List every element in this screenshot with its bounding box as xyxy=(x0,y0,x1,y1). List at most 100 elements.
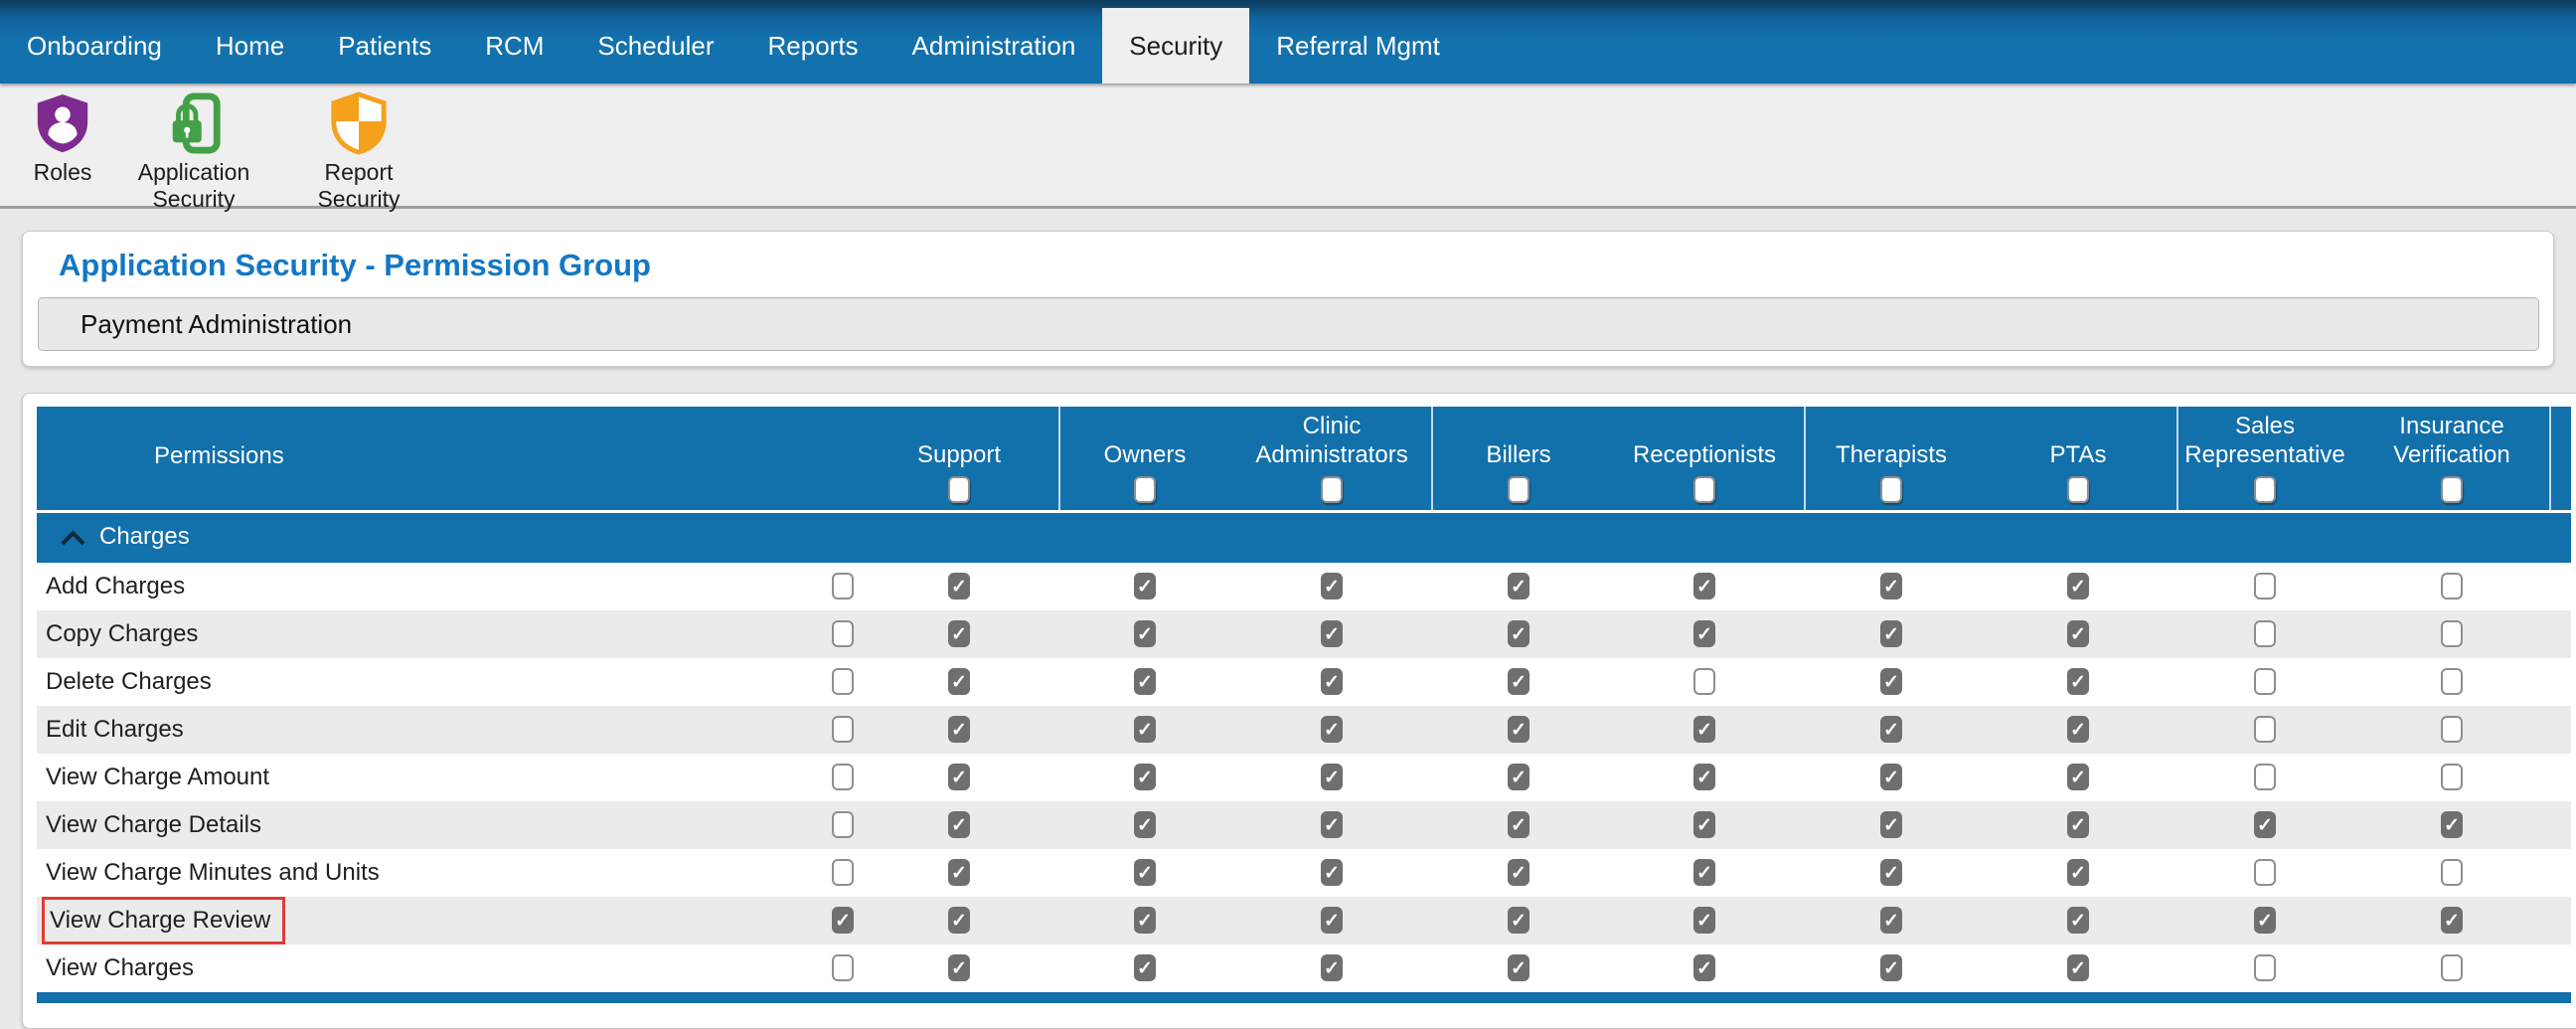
permission-checkbox-receptionists[interactable] xyxy=(1693,620,1715,647)
permission-checkbox-ptas[interactable] xyxy=(2067,859,2089,886)
nav-tab-security[interactable]: Security xyxy=(1102,8,1250,84)
permission-checkbox-clinic-administrators[interactable] xyxy=(1321,764,1343,790)
nav-tab-scheduler[interactable]: Scheduler xyxy=(597,31,715,61)
permission-checkbox-insurance-verification[interactable] xyxy=(2441,859,2463,886)
permission-checkbox-insurance-verification[interactable] xyxy=(2441,954,2463,981)
permission-checkbox-therapists[interactable] xyxy=(1880,954,1902,981)
permission-checkbox-receptionists[interactable] xyxy=(1693,954,1715,981)
permission-checkbox-insurance-verification[interactable] xyxy=(2441,764,2463,790)
permission-checkbox-billers[interactable] xyxy=(1508,573,1530,600)
nav-tab-onboarding[interactable]: Onboarding xyxy=(27,31,162,61)
permission-checkbox-ptas[interactable] xyxy=(2067,954,2089,981)
permission-checkbox-insurance-verification[interactable] xyxy=(2441,573,2463,600)
permission-checkbox-ptas[interactable] xyxy=(2067,668,2089,695)
row-select-all-checkbox[interactable] xyxy=(832,859,854,886)
column-select-all-checkbox-sales-representative[interactable] xyxy=(2254,476,2276,503)
permission-checkbox-sales-representative[interactable] xyxy=(2254,716,2276,743)
row-select-all-checkbox[interactable] xyxy=(832,811,854,838)
permission-checkbox-clinic-administrators[interactable] xyxy=(1321,620,1343,647)
nav-tab-reports[interactable]: Reports xyxy=(767,31,859,61)
permission-checkbox-support[interactable] xyxy=(948,573,970,600)
permission-group-select[interactable]: Payment Administration xyxy=(38,297,2539,351)
permission-checkbox-insurance-verification[interactable] xyxy=(2441,668,2463,695)
permission-checkbox-billers[interactable] xyxy=(1508,811,1530,838)
permission-checkbox-billers[interactable] xyxy=(1508,859,1530,886)
permission-checkbox-sales-representative[interactable] xyxy=(2254,859,2276,886)
permission-checkbox-therapists[interactable] xyxy=(1880,573,1902,600)
collapse-chevron-up-icon[interactable] xyxy=(61,529,85,555)
application-security-button[interactable]: Application Security xyxy=(129,91,258,213)
permission-checkbox-ptas[interactable] xyxy=(2067,573,2089,600)
permission-checkbox-clinic-administrators[interactable] xyxy=(1321,811,1343,838)
permission-checkbox-sales-representative[interactable] xyxy=(2254,907,2276,934)
permission-checkbox-support[interactable] xyxy=(948,954,970,981)
nav-tab-referral-mgmt[interactable]: Referral Mgmt xyxy=(1276,31,1440,61)
permission-checkbox-therapists[interactable] xyxy=(1880,716,1902,743)
permission-checkbox-therapists[interactable] xyxy=(1880,668,1902,695)
permission-checkbox-owners[interactable] xyxy=(1134,859,1156,886)
permission-checkbox-ptas[interactable] xyxy=(2067,811,2089,838)
permission-checkbox-receptionists[interactable] xyxy=(1693,859,1715,886)
permission-checkbox-support[interactable] xyxy=(948,620,970,647)
nav-tab-home[interactable]: Home xyxy=(215,31,285,61)
permission-checkbox-ptas[interactable] xyxy=(2067,716,2089,743)
permission-checkbox-clinic-administrators[interactable] xyxy=(1321,954,1343,981)
permission-checkbox-support[interactable] xyxy=(948,859,970,886)
row-select-all-checkbox[interactable] xyxy=(832,620,854,647)
permission-checkbox-ptas[interactable] xyxy=(2067,764,2089,790)
permission-checkbox-billers[interactable] xyxy=(1508,620,1530,647)
permission-checkbox-billers[interactable] xyxy=(1508,764,1530,790)
row-select-all-checkbox[interactable] xyxy=(832,716,854,743)
permission-checkbox-owners[interactable] xyxy=(1134,716,1156,743)
permission-checkbox-insurance-verification[interactable] xyxy=(2441,907,2463,934)
column-select-all-checkbox-ptas[interactable] xyxy=(2067,476,2089,503)
permission-checkbox-receptionists[interactable] xyxy=(1693,668,1715,695)
permission-checkbox-billers[interactable] xyxy=(1508,668,1530,695)
column-select-all-checkbox-billers[interactable] xyxy=(1508,476,1530,503)
permission-checkbox-clinic-administrators[interactable] xyxy=(1321,859,1343,886)
permission-checkbox-sales-representative[interactable] xyxy=(2254,811,2276,838)
permission-checkbox-insurance-verification[interactable] xyxy=(2441,811,2463,838)
permission-checkbox-receptionists[interactable] xyxy=(1693,907,1715,934)
permission-checkbox-receptionists[interactable] xyxy=(1693,573,1715,600)
column-select-all-checkbox-insurance-verification[interactable] xyxy=(2441,476,2463,503)
permission-checkbox-clinic-administrators[interactable] xyxy=(1321,573,1343,600)
column-select-all-checkbox-clinic-administrators[interactable] xyxy=(1321,476,1343,503)
permission-checkbox-owners[interactable] xyxy=(1134,620,1156,647)
permission-checkbox-support[interactable] xyxy=(948,907,970,934)
row-select-all-checkbox[interactable] xyxy=(832,668,854,695)
permission-checkbox-owners[interactable] xyxy=(1134,764,1156,790)
permission-checkbox-ptas[interactable] xyxy=(2067,620,2089,647)
permission-checkbox-clinic-administrators[interactable] xyxy=(1321,668,1343,695)
permission-checkbox-sales-representative[interactable] xyxy=(2254,668,2276,695)
roles-button[interactable]: Roles xyxy=(32,91,93,186)
permission-checkbox-sales-representative[interactable] xyxy=(2254,954,2276,981)
permission-checkbox-owners[interactable] xyxy=(1134,907,1156,934)
permission-checkbox-owners[interactable] xyxy=(1134,573,1156,600)
permission-checkbox-therapists[interactable] xyxy=(1880,764,1902,790)
permission-checkbox-receptionists[interactable] xyxy=(1693,716,1715,743)
row-select-all-checkbox[interactable] xyxy=(832,907,854,934)
group-row-charges[interactable]: Charges xyxy=(37,513,2571,563)
permission-checkbox-therapists[interactable] xyxy=(1880,620,1902,647)
permission-checkbox-therapists[interactable] xyxy=(1880,907,1902,934)
permission-checkbox-ptas[interactable] xyxy=(2067,907,2089,934)
permission-checkbox-billers[interactable] xyxy=(1508,907,1530,934)
permission-checkbox-owners[interactable] xyxy=(1134,954,1156,981)
column-select-all-checkbox-therapists[interactable] xyxy=(1880,476,1902,503)
permission-checkbox-billers[interactable] xyxy=(1508,716,1530,743)
permission-checkbox-therapists[interactable] xyxy=(1880,811,1902,838)
column-select-all-checkbox-owners[interactable] xyxy=(1134,476,1156,503)
permission-checkbox-support[interactable] xyxy=(948,811,970,838)
permission-checkbox-receptionists[interactable] xyxy=(1693,811,1715,838)
permission-checkbox-billers[interactable] xyxy=(1508,954,1530,981)
permission-checkbox-sales-representative[interactable] xyxy=(2254,620,2276,647)
permission-checkbox-support[interactable] xyxy=(948,716,970,743)
report-security-button[interactable]: Report Security xyxy=(294,91,423,213)
row-select-all-checkbox[interactable] xyxy=(832,573,854,600)
nav-tab-rcm[interactable]: RCM xyxy=(485,31,545,61)
permission-checkbox-support[interactable] xyxy=(948,764,970,790)
row-select-all-checkbox[interactable] xyxy=(832,954,854,981)
permission-checkbox-support[interactable] xyxy=(948,668,970,695)
permission-checkbox-owners[interactable] xyxy=(1134,668,1156,695)
